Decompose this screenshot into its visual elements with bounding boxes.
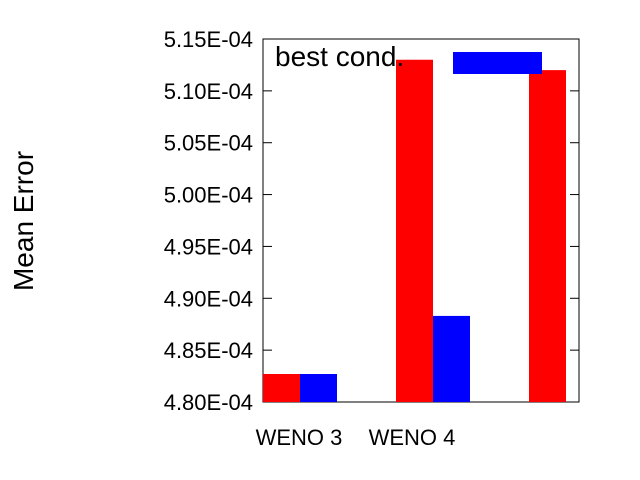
bars bbox=[263, 59, 566, 402]
legend-label-best-cond: best cond. bbox=[275, 41, 404, 72]
bar-series2-cat2 bbox=[433, 315, 470, 402]
y-tick-label: 4.95E-04 bbox=[164, 234, 253, 259]
bar-series1-cat2 bbox=[396, 59, 433, 402]
x-tick-label: WENO 4 bbox=[369, 425, 456, 450]
bar-series1-cat1 bbox=[263, 373, 300, 402]
y-tick-label: 5.15E-04 bbox=[164, 27, 253, 52]
legend-swatch-best-cond bbox=[453, 52, 542, 74]
bar-series1-cat3 bbox=[529, 70, 566, 402]
y-axis-ticks: 4.80E-04 4.85E-04 4.90E-04 4.95E-04 5.00E-04… bbox=[164, 27, 579, 415]
x-axis-labels: WENO 3 WENO 4 bbox=[256, 425, 456, 450]
y-tick-label: 5.05E-04 bbox=[164, 131, 253, 156]
y-tick-label: 4.90E-04 bbox=[164, 286, 253, 311]
bar-series2-cat1 bbox=[300, 373, 337, 402]
y-tick-label: 4.80E-04 bbox=[164, 390, 253, 415]
y-tick-label: 4.85E-04 bbox=[164, 338, 253, 363]
legend: best cond. bbox=[275, 41, 542, 74]
y-tick-label: 5.10E-04 bbox=[164, 79, 253, 104]
y-tick-label: 5.00E-04 bbox=[164, 183, 253, 208]
y-axis-label: Mean Error bbox=[8, 151, 39, 291]
x-tick-label: WENO 3 bbox=[256, 425, 343, 450]
